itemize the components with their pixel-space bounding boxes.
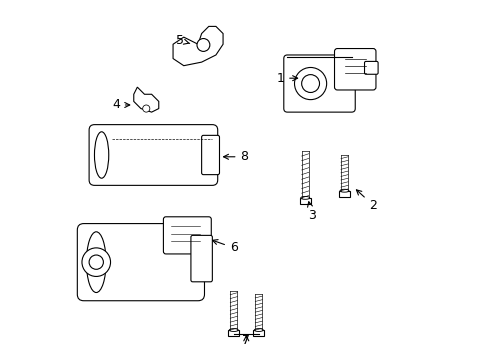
Text: 7: 7	[242, 334, 250, 347]
Ellipse shape	[300, 197, 309, 199]
Ellipse shape	[86, 232, 106, 293]
Text: 6: 6	[212, 240, 237, 255]
Ellipse shape	[94, 132, 108, 178]
Text: 4: 4	[112, 99, 129, 112]
Ellipse shape	[254, 329, 263, 332]
Bar	[339, 191, 349, 197]
Ellipse shape	[229, 329, 238, 332]
Text: 8: 8	[223, 150, 248, 163]
FancyBboxPatch shape	[334, 49, 375, 90]
Text: 5: 5	[176, 34, 189, 47]
FancyBboxPatch shape	[77, 224, 204, 301]
Circle shape	[82, 248, 110, 276]
Circle shape	[301, 75, 319, 93]
Circle shape	[89, 255, 103, 269]
Ellipse shape	[339, 189, 348, 192]
FancyBboxPatch shape	[364, 62, 377, 74]
Text: 2: 2	[356, 190, 376, 212]
Circle shape	[197, 39, 209, 51]
Text: 3: 3	[307, 202, 316, 222]
PathPatch shape	[134, 87, 159, 112]
Bar	[253, 330, 264, 337]
PathPatch shape	[173, 26, 223, 66]
FancyBboxPatch shape	[201, 135, 219, 175]
Bar	[228, 330, 239, 337]
FancyBboxPatch shape	[89, 125, 217, 185]
Bar	[299, 198, 310, 204]
FancyBboxPatch shape	[283, 55, 354, 112]
FancyBboxPatch shape	[163, 217, 211, 254]
Circle shape	[142, 105, 149, 112]
FancyBboxPatch shape	[190, 235, 212, 282]
Text: 1: 1	[276, 72, 297, 85]
Circle shape	[294, 67, 326, 100]
